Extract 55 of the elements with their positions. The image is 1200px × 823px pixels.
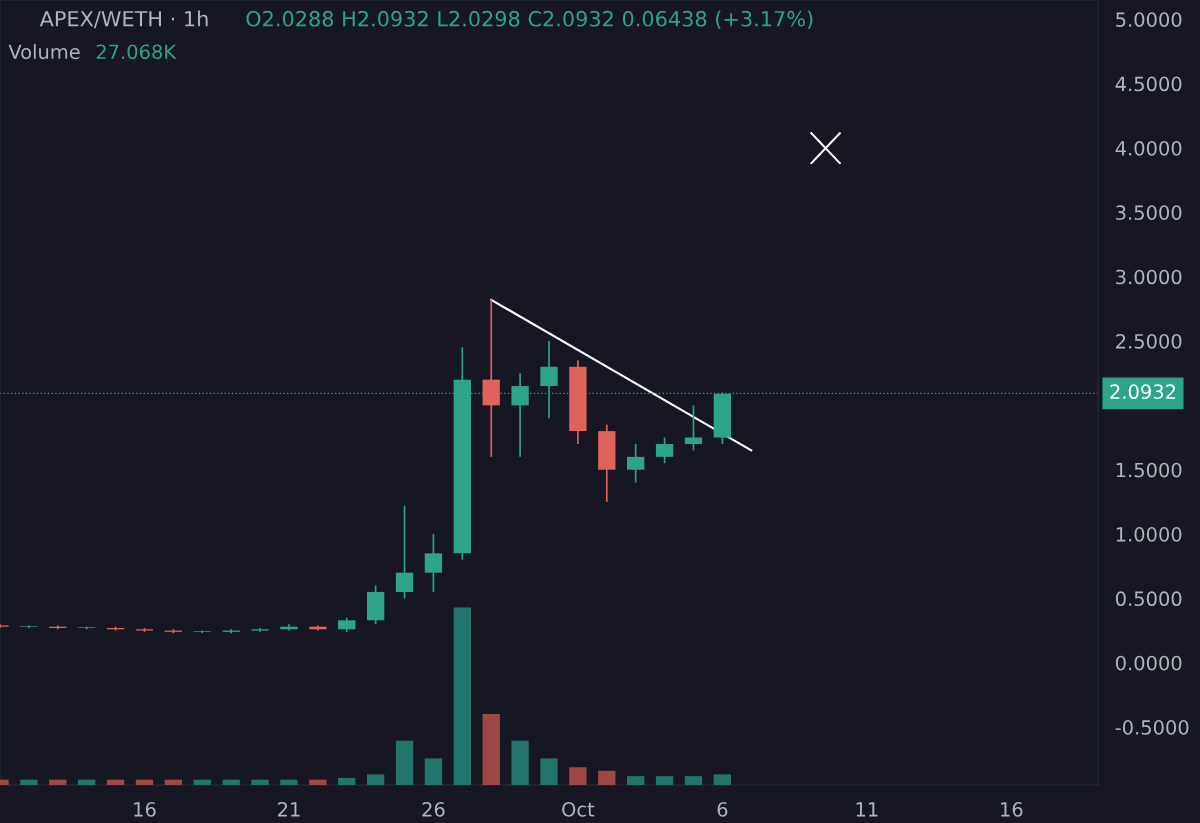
candlestick bbox=[627, 443, 645, 484]
ref-line-label: 2.0932 bbox=[1110, 384, 1176, 400]
bar bbox=[309, 779, 327, 785]
chart-subtitle: O2.0288 H2.0932 L2.0298 C2.0932 0.06438 (+3.17%) bbox=[246, 10, 813, 30]
y-tick-label: 0.0000 bbox=[1115, 655, 1182, 671]
bar bbox=[49, 779, 67, 785]
y-tick-label: 0.5000 bbox=[1115, 591, 1182, 607]
candlestick bbox=[20, 624, 38, 629]
bar bbox=[222, 779, 240, 785]
y-tick-label: 3.0000 bbox=[1116, 269, 1182, 285]
bar bbox=[627, 776, 645, 785]
bar bbox=[135, 779, 154, 785]
y-tick-label: 1.0000 bbox=[1116, 527, 1182, 542]
x-tick-label: 6 bbox=[717, 802, 728, 817]
candlestick bbox=[395, 504, 414, 600]
bar bbox=[540, 758, 558, 785]
x-tick-label: 26 bbox=[422, 802, 445, 817]
x-tick-label: 16 bbox=[134, 802, 156, 817]
bar bbox=[684, 776, 703, 785]
x-tick-label: 21 bbox=[278, 802, 300, 817]
chart-title: Volume bbox=[8, 44, 80, 60]
bar bbox=[251, 779, 269, 785]
bar bbox=[366, 774, 385, 785]
chart-title: APEX/WETH · 1h bbox=[39, 10, 208, 29]
bar bbox=[164, 779, 183, 785]
x-tick-label: Oct bbox=[562, 802, 595, 817]
y-tick-label: 3.5000 bbox=[1116, 205, 1182, 220]
y-tick-label: 5.0000 bbox=[1116, 12, 1182, 27]
y-tick-label: 1.5000 bbox=[1116, 462, 1182, 478]
bar bbox=[453, 607, 471, 785]
bar bbox=[338, 777, 356, 785]
bar bbox=[569, 767, 587, 785]
bar bbox=[193, 779, 211, 785]
bar bbox=[713, 774, 732, 785]
bar bbox=[106, 779, 125, 785]
candlestick bbox=[655, 436, 674, 465]
x-tick-label: 11 bbox=[856, 802, 878, 817]
y-tick-label: 4.5000 bbox=[1115, 76, 1182, 92]
bar bbox=[424, 758, 443, 785]
x-tick-label: 16 bbox=[1001, 802, 1023, 817]
bar bbox=[395, 740, 414, 785]
y-tick-label: -0.5000 bbox=[1115, 720, 1189, 735]
bar bbox=[482, 714, 500, 785]
bar bbox=[598, 770, 616, 785]
candlestick bbox=[424, 533, 443, 593]
y-tick-label: 2.5000 bbox=[1116, 333, 1182, 349]
bar bbox=[655, 776, 674, 785]
bar bbox=[280, 779, 298, 785]
y-tick-label: 4.0000 bbox=[1115, 140, 1182, 156]
bar bbox=[78, 779, 96, 785]
bar bbox=[511, 740, 529, 785]
bar bbox=[20, 779, 38, 785]
candlestick bbox=[684, 404, 703, 452]
annotation: 27.068K bbox=[96, 44, 177, 60]
candlestick bbox=[540, 340, 558, 420]
